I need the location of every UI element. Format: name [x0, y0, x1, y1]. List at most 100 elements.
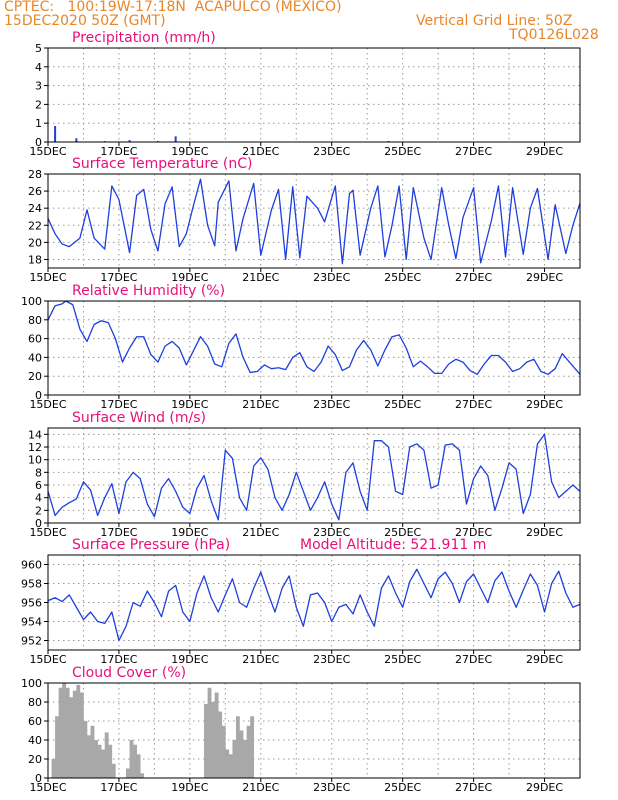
cloud-cover-bar	[214, 692, 219, 778]
pressure-title: Surface Pressure (hPa)	[72, 537, 230, 553]
precipitation-bar	[54, 126, 57, 142]
precipitation-frame	[47, 47, 581, 143]
cloud-cover-ytick-label: 0	[35, 772, 42, 785]
cloud-cover-xtick-label: 17DEC	[100, 781, 137, 794]
temperature-xtick-label: 29DEC	[526, 271, 563, 284]
wind-frame	[47, 427, 581, 524]
wind-xtick-label: 23DEC	[313, 526, 350, 539]
temperature-xtick-label: 25DEC	[384, 271, 421, 284]
wind-xtick-label: 25DEC	[384, 526, 421, 539]
temperature-xtick-label: 21DEC	[242, 271, 279, 284]
temperature-xtick-label: 19DEC	[171, 271, 208, 284]
cloud-cover-bar	[76, 684, 81, 778]
cloud-cover-title: Cloud Cover (%)	[72, 665, 186, 681]
precipitation-ytick-label: 3	[35, 80, 42, 93]
wind-xtick-label: 19DEC	[171, 526, 208, 539]
pressure-ytick-label: 958	[21, 578, 42, 591]
wind-ytick-label: 8	[35, 466, 42, 479]
cloud-cover-xtick-label: 29DEC	[526, 781, 563, 794]
humidity-ytick-label: 20	[28, 370, 42, 383]
humidity-xtick-label: 25DEC	[384, 398, 421, 411]
wind-xtick-label: 17DEC	[100, 526, 137, 539]
cloud-cover-ytick-label: 40	[28, 734, 42, 747]
humidity-xtick-label: 21DEC	[242, 398, 279, 411]
humidity-ytick-label: 40	[28, 351, 42, 364]
humidity-ytick-label: 60	[28, 333, 42, 346]
wind-ytick-label: 14	[28, 428, 42, 441]
temperature-ytick-label: 18	[28, 253, 42, 266]
cloud-cover-ytick-label: 80	[28, 696, 42, 709]
pressure-xtick-label: 27DEC	[455, 653, 492, 666]
cloud-cover-bar	[111, 763, 116, 778]
precipitation-ytick-label: 0	[35, 136, 42, 149]
cloud-cover-bar	[94, 740, 98, 778]
temperature-xtick-label: 23DEC	[313, 271, 350, 284]
wind-xtick-label: 27DEC	[455, 526, 492, 539]
precipitation-bar	[75, 138, 78, 142]
cloud-cover-xtick-label: 15DEC	[29, 781, 66, 794]
precipitation-xtick-label: 27DEC	[455, 145, 492, 158]
cloud-cover-bar	[62, 683, 67, 778]
precipitation-xtick-label: 25DEC	[384, 145, 421, 158]
cloud-cover-bar	[221, 725, 226, 778]
humidity-ytick-label: 100	[21, 295, 42, 308]
temperature-ytick-label: 26	[28, 185, 42, 198]
cloud-cover-bar	[51, 759, 56, 778]
humidity-xtick-label: 15DEC	[29, 398, 66, 411]
cloud-cover-bar	[239, 730, 244, 778]
humidity-title: Relative Humidity (%)	[72, 283, 225, 299]
header-line-1: CPTEC: 100:19W-17:18N ACAPULCO (MEXICO)	[4, 0, 342, 15]
cloud-cover-ytick-label: 100	[21, 677, 42, 690]
wind-xtick-label: 29DEC	[526, 526, 563, 539]
temperature-ytick-label: 24	[28, 202, 42, 215]
wind-ytick-label: 12	[28, 441, 42, 454]
pressure-annotation: Model Altitude: 521.911 m	[300, 537, 486, 553]
precipitation-xtick-label: 15DEC	[29, 145, 66, 158]
precipitation-title: Precipitation (mm/h)	[72, 30, 216, 46]
pressure-xtick-label: 15DEC	[29, 653, 66, 666]
cloud-cover-bar	[133, 744, 137, 778]
humidity-series-line	[47, 300, 581, 375]
pressure-ytick-label: 952	[21, 635, 42, 648]
wind-ytick-label: 10	[28, 454, 42, 467]
precipitation-ytick-label: 1	[35, 117, 42, 130]
cloud-cover-bar	[243, 740, 247, 778]
cloud-cover-bar	[211, 702, 215, 778]
wind-ytick-label: 2	[35, 504, 42, 517]
temperature-frame	[47, 173, 581, 269]
humidity-ytick-label: 80	[28, 314, 42, 327]
temperature-xtick-label: 17DEC	[100, 271, 137, 284]
precipitation-ytick-label: 5	[35, 42, 42, 55]
precipitation-bar	[174, 136, 177, 142]
header-grid-note: Vertical Grid Line: 50Z	[416, 13, 573, 29]
precipitation-xtick-label: 29DEC	[526, 145, 563, 158]
wind-ytick-label: 6	[35, 479, 42, 492]
temperature-series-line	[47, 178, 581, 265]
cloud-cover-xtick-label: 25DEC	[384, 781, 421, 794]
cloud-cover-xtick-label: 23DEC	[313, 781, 350, 794]
temperature-title: Surface Temperature (nC)	[72, 156, 253, 172]
cloud-cover-bar	[87, 735, 91, 778]
cloud-cover-bar	[250, 716, 255, 778]
cloud-cover-bar	[69, 697, 74, 778]
cloud-cover-bar	[232, 740, 237, 778]
cloud-cover-bar	[97, 744, 102, 778]
pressure-xtick-label: 25DEC	[384, 653, 421, 666]
cloud-cover-bar	[218, 711, 223, 778]
cloud-cover-xtick-label: 21DEC	[242, 781, 279, 794]
pressure-series-line	[47, 568, 581, 642]
pressure-xtick-label: 29DEC	[526, 653, 563, 666]
cloud-cover-bar	[228, 754, 233, 778]
wind-xtick-label: 15DEC	[29, 526, 66, 539]
cloud-cover-bar	[225, 749, 230, 778]
cloud-cover-bar	[72, 690, 77, 778]
precipitation-ytick-label: 2	[35, 98, 42, 111]
precipitation-xtick-label: 17DEC	[100, 145, 137, 158]
cloud-cover-bar	[108, 744, 113, 778]
cloud-cover-bar	[246, 725, 251, 778]
pressure-ytick-label: 954	[21, 616, 42, 629]
cloud-cover-ytick-label: 20	[28, 753, 42, 766]
cloud-cover-ytick-label: 60	[28, 715, 42, 728]
wind-xtick-label: 21DEC	[242, 526, 279, 539]
pressure-ytick-label: 960	[21, 559, 42, 572]
